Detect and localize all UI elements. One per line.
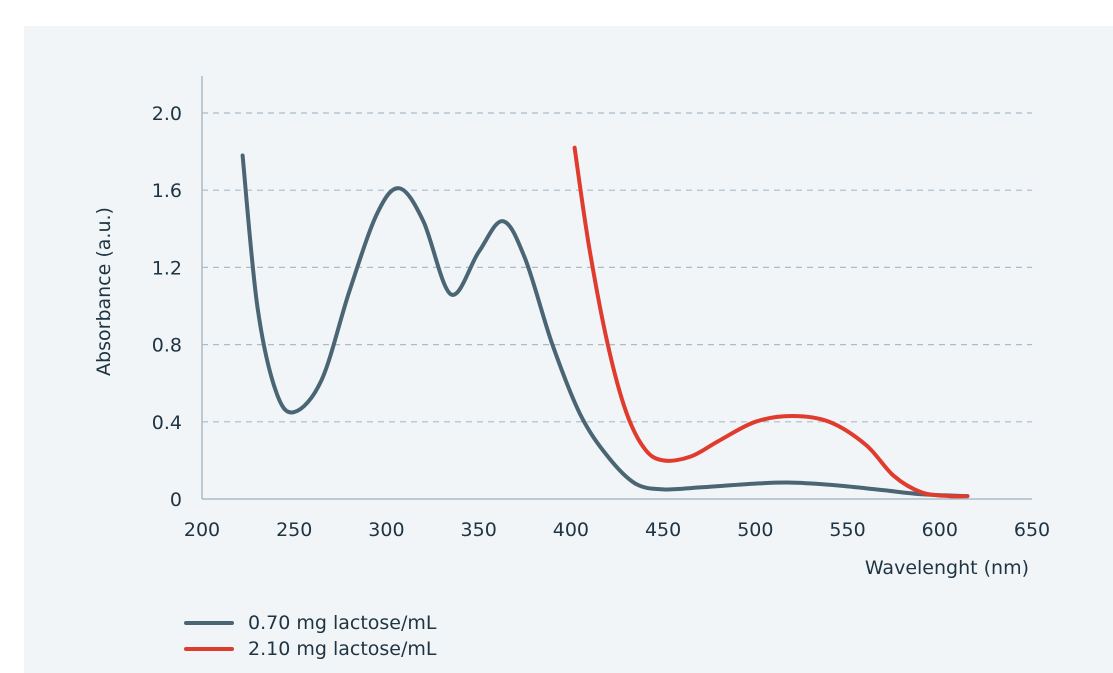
- y-tick-label: 1.2: [152, 257, 182, 279]
- chart-panel: [24, 26, 1113, 673]
- x-tick-label: 450: [645, 519, 681, 541]
- series-line-1: [240, 153, 970, 499]
- x-tick-label: 550: [829, 519, 865, 541]
- x-tick-label: 350: [461, 519, 497, 541]
- series-lines: [240, 145, 970, 499]
- legend-item-series-2: 2.10 mg lactose/mL: [184, 636, 436, 662]
- legend-swatch-series-1: [184, 621, 234, 625]
- x-tick-label: 250: [276, 519, 312, 541]
- y-tick-label: 0: [170, 489, 182, 511]
- y-tick-label: 0.4: [152, 412, 182, 434]
- legend-label-series-2: 2.10 mg lactose/mL: [248, 638, 437, 660]
- legend: 0.70 mg lactose/mL 2.10 mg lactose/mL: [184, 610, 436, 662]
- x-tick-label: 500: [737, 519, 773, 541]
- x-tick-label: 200: [184, 519, 220, 541]
- legend-label-series-1: 0.70 mg lactose/mL: [248, 612, 437, 634]
- x-tick-label: 300: [368, 519, 404, 541]
- legend-item-series-1: 0.70 mg lactose/mL: [184, 610, 436, 636]
- x-tick-label: 400: [553, 519, 589, 541]
- x-axis-title: Wavelenght (nm): [865, 557, 1029, 579]
- series-line-2: [572, 145, 970, 499]
- x-tick-label: 600: [922, 519, 958, 541]
- y-axis-title: Absorbance (a.u.): [93, 207, 115, 376]
- y-tick-label: 0.8: [152, 335, 182, 357]
- y-tick-label: 1.6: [152, 180, 182, 202]
- y-tick-label: 2.0: [152, 103, 182, 125]
- legend-swatch-series-2: [184, 647, 234, 651]
- x-tick-label: 650: [1014, 519, 1050, 541]
- tick-labels: 0 0.4 0.8 1.2 1.6 2.0 200 250 300 350 400 450 500 550…: [152, 103, 1050, 541]
- axes: [201, 76, 1032, 500]
